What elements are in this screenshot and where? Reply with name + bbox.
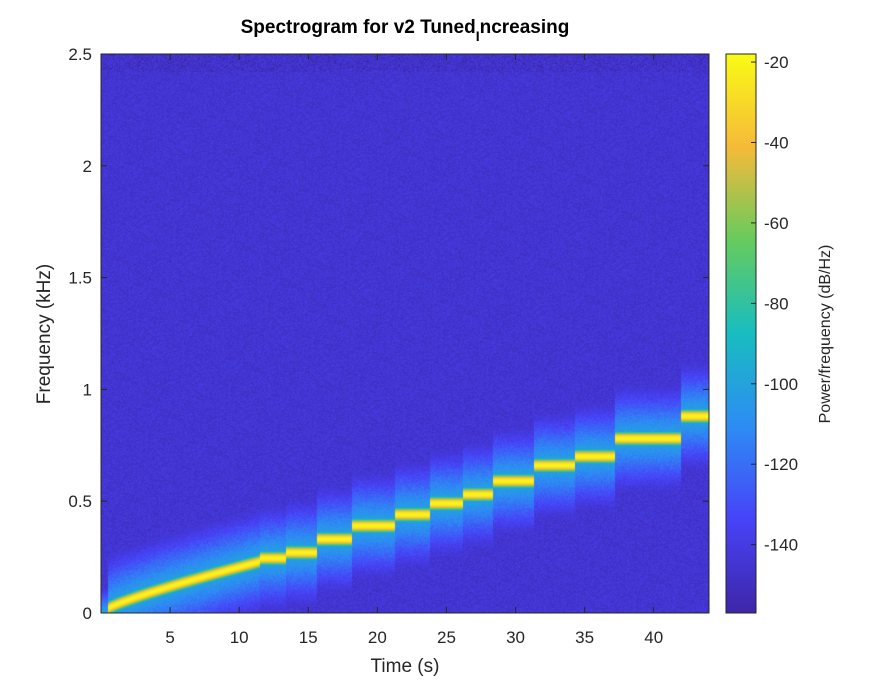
x-tick-label: 15 bbox=[299, 628, 318, 647]
y-tick-label: 1.5 bbox=[68, 269, 92, 288]
x-tick-label: 40 bbox=[644, 628, 663, 647]
y-axis-label: Frequency (kHz) bbox=[34, 264, 55, 404]
x-tick-label: 5 bbox=[165, 628, 174, 647]
colorbar-tick-label: -60 bbox=[764, 214, 789, 233]
chart-title-subscript: I bbox=[476, 28, 480, 44]
x-tick-label: 35 bbox=[575, 628, 594, 647]
y-tick-label: 2.5 bbox=[68, 45, 92, 64]
colorbar: -20 -40 -60 -80 -100 -120 -140 Power/frequency… bbox=[725, 53, 834, 614]
colorbar-scale bbox=[725, 53, 757, 614]
spectrogram-image-holder bbox=[101, 54, 709, 613]
colorbar-ticks: -20 -40 -60 -80 -100 -120 -140 bbox=[751, 53, 798, 555]
colorbar-label: Power/frequency (dB/Hz) bbox=[817, 245, 834, 424]
colorbar-tick-label: -140 bbox=[764, 536, 798, 555]
y-axis-ticks: 0 0.5 1 1.5 2 2.5 bbox=[68, 45, 709, 623]
spectrogram-heatmap bbox=[101, 54, 709, 613]
y-tick-label: 1 bbox=[83, 380, 92, 399]
x-axis-label: Time (s) bbox=[371, 656, 440, 677]
y-tick-label: 0 bbox=[83, 604, 92, 623]
colorbar-tick-label: -80 bbox=[764, 294, 789, 313]
plot-frame bbox=[100, 53, 710, 614]
chart-title-main: Spectrogram for v2 Tuned bbox=[241, 17, 476, 38]
y-tick-label: 0.5 bbox=[68, 492, 92, 511]
colorbar-tick-label: -100 bbox=[764, 375, 798, 394]
x-tick-label: 25 bbox=[437, 628, 456, 647]
x-tick-label: 10 bbox=[230, 628, 249, 647]
x-tick-label: 20 bbox=[368, 628, 387, 647]
colorbar-tick-label: -20 bbox=[764, 53, 789, 72]
x-axis-ticks: 5 10 15 20 25 30 35 40 bbox=[165, 54, 663, 647]
chart-title: Spectrogram for v2 TunedIncreasing bbox=[241, 17, 570, 44]
chart-title-suffix: ncreasing bbox=[480, 17, 570, 38]
plot-area bbox=[100, 53, 710, 614]
x-tick-label: 30 bbox=[506, 628, 525, 647]
colorbar-tick-label: -40 bbox=[764, 133, 789, 152]
y-tick-label: 2 bbox=[83, 157, 92, 176]
colorbar-tick-label: -120 bbox=[764, 455, 798, 474]
